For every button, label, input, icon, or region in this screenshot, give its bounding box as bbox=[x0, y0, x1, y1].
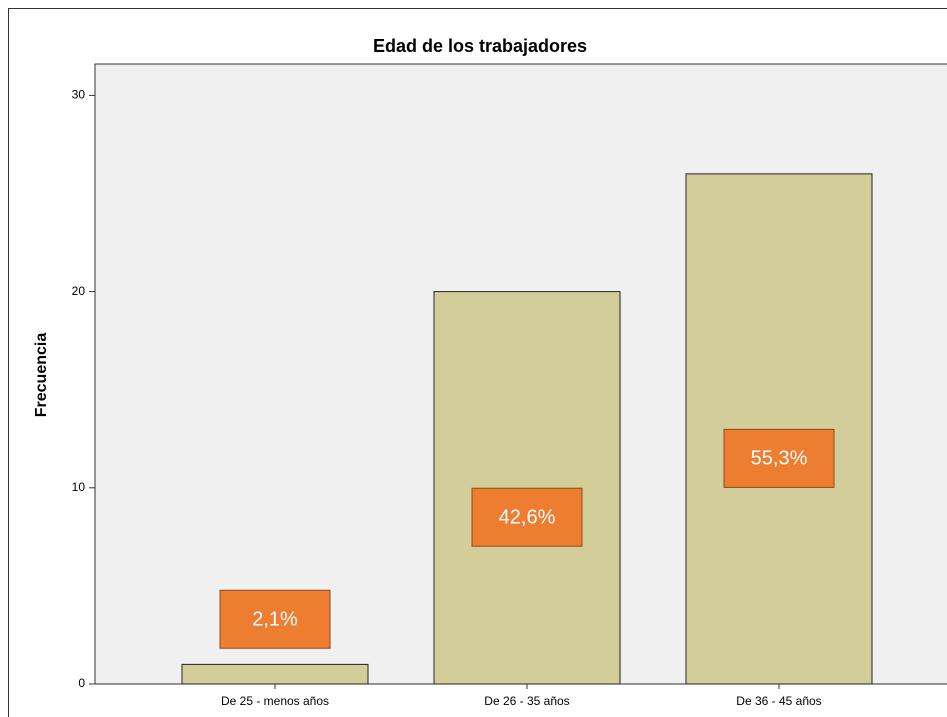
y-tick-label: 30 bbox=[72, 88, 86, 102]
x-tick-label: De 26 - 35 años bbox=[484, 694, 569, 708]
percentage-label: 2,1% bbox=[252, 609, 298, 631]
x-tick-label: De 36 - 45 años bbox=[736, 694, 821, 708]
y-tick-label: 10 bbox=[72, 480, 86, 494]
percentage-box bbox=[723, 428, 835, 488]
percentage-box bbox=[219, 589, 331, 649]
bar bbox=[181, 663, 369, 685]
y-tick-label: 20 bbox=[72, 284, 86, 298]
percentage-box bbox=[471, 487, 583, 547]
x-tick-label: De 25 - menos años bbox=[221, 694, 329, 708]
y-tick-label: 0 bbox=[78, 676, 85, 690]
percentage-label: 55,3% bbox=[751, 448, 808, 470]
chart-title: Edad de los trabajadores bbox=[373, 36, 587, 56]
percentage-label: 42,6% bbox=[499, 507, 556, 529]
y-axis-label: Frecuencia bbox=[33, 333, 50, 418]
